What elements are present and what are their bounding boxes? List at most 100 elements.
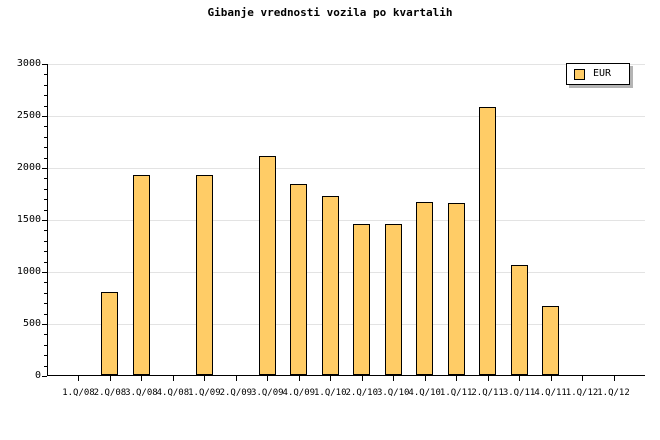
y-axis-minor-tick [44,251,47,253]
y-axis-minor-tick [44,84,47,86]
x-axis-tick-label: 4.Q/09 [282,388,316,398]
x-axis-tick [173,376,174,381]
y-axis-minor-tick [44,95,47,97]
bar [259,156,276,375]
chart-legend: EUR [566,63,630,85]
bar [542,306,559,375]
y-axis-minor-tick [44,282,47,284]
y-axis-minor-tick [44,178,47,180]
gridline [48,168,645,169]
x-axis-tick [614,376,615,381]
x-axis-tick [78,376,79,381]
x-axis-tick [551,376,552,381]
x-axis-tick [236,376,237,381]
gridline [48,324,645,325]
y-axis-minor-tick [44,188,47,190]
y-axis-minor-tick [44,157,47,159]
gridline [48,220,645,221]
x-axis-tick [110,376,111,381]
y-axis-line [47,64,48,376]
x-axis-tick-label: 1.Q/12 [565,388,599,398]
gridline [48,116,645,117]
y-axis-minor-tick [44,126,47,128]
y-axis-minor-tick [44,136,47,138]
bar [511,265,528,375]
legend-swatch-eur [574,68,585,80]
x-axis-tick [299,376,300,381]
y-axis-minor-tick [44,313,47,315]
bar [196,175,213,375]
bar [416,202,433,375]
x-axis-tick-label: 1.Q/09 [188,388,221,398]
x-axis-tick-label: 3.Q/08 [125,388,158,398]
x-axis-tick-label: 3.Q/09 [251,388,284,398]
gridline [48,272,645,273]
x-axis-tick [488,376,489,381]
plot-area [42,64,645,381]
chart-title: Gibanje vrednosti vozila po kvartalih [207,6,453,19]
bar [385,224,402,375]
y-axis-major-tick [42,64,47,65]
y-axis-major-tick [42,220,47,221]
x-axis-tick [362,376,363,381]
y-axis-tick-label: 2500 [16,110,41,121]
y-axis-tick-label: 1000 [16,266,41,277]
gridline [48,64,645,65]
y-axis-minor-tick [44,344,47,346]
y-axis-minor-tick [44,292,47,294]
bar [290,184,307,375]
x-axis-line [47,375,645,376]
x-axis-tick-label: 1.Q/08 [62,388,95,398]
x-axis-tick [141,376,142,381]
bar [353,224,370,375]
x-axis-tick-label: 1.Q/12 [597,388,630,398]
y-axis-tick-label: 500 [22,318,41,329]
y-axis-major-tick [42,272,47,273]
x-axis-tick [425,376,426,381]
y-axis-tick-label: 0 [34,370,41,381]
y-axis-minor-tick [44,365,47,367]
x-axis-tick [519,376,520,381]
x-axis-tick-label: 4.Q/10 [408,388,441,398]
x-axis-tick [456,376,457,381]
bar [101,292,118,375]
x-axis-tick [204,376,205,381]
x-axis-tick-label: 3.Q/11 [502,388,536,398]
x-axis-tick [582,376,583,381]
x-axis-tick-label: 2.Q/09 [219,388,253,398]
x-axis-tick-label: 2.Q/08 [93,388,127,398]
x-axis-tick-label: 2.Q/10 [345,388,378,398]
y-axis-tick-label: 1500 [16,214,41,225]
y-axis-major-tick [42,168,47,169]
x-axis-tick-label: 3.Q/10 [376,388,410,398]
y-axis-minor-tick [44,334,47,336]
y-axis-major-tick [42,376,47,377]
x-axis-tick-label: 1.Q/10 [313,388,347,398]
bar [322,196,339,375]
x-axis-tick-label: 4.Q/11 [534,388,567,398]
y-axis-minor-tick [44,74,47,76]
y-axis-minor-tick [44,261,47,263]
bar [133,175,150,375]
x-axis-tick [267,376,268,381]
y-axis-minor-tick [44,209,47,211]
y-axis-minor-tick [44,199,47,201]
y-axis-labels: 0 500 1000 1500 2000 2500 3000 [0,59,41,381]
y-axis-tick-label: 2000 [16,162,41,173]
x-axis-tick-label: 4.Q/08 [156,388,190,398]
y-axis-major-tick [42,116,47,117]
y-axis-major-tick [42,324,47,325]
x-axis-tick-label: 1.Q/11 [439,388,473,398]
y-axis-minor-tick [44,147,47,149]
legend-label-eur: EUR [593,68,612,79]
x-axis-tick [393,376,394,381]
y-axis-tick-label: 3000 [16,58,41,69]
x-axis-tick-label: 2.Q/11 [471,388,504,398]
x-axis-tick [330,376,331,381]
y-axis-minor-tick [44,355,47,357]
y-axis-minor-tick [44,105,47,107]
y-axis-minor-tick [44,230,47,232]
y-axis-minor-tick [44,303,47,305]
bar [448,203,465,375]
